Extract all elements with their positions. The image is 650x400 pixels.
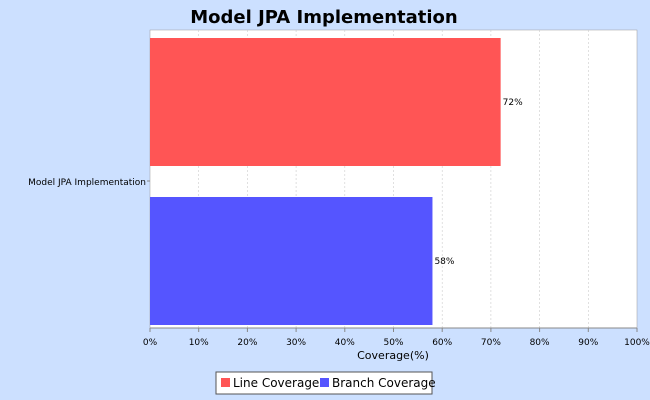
x-tick-label: 0% xyxy=(143,338,158,348)
legend-swatch-branch-coverage xyxy=(320,378,329,387)
x-tick-label: 10% xyxy=(189,338,209,348)
x-tick-label: 60% xyxy=(432,338,452,348)
x-axis-label: Coverage(%) xyxy=(357,349,429,362)
x-tick-label: 90% xyxy=(578,338,598,348)
chart-title: Model JPA Implementation xyxy=(190,7,457,28)
x-tick-label: 80% xyxy=(530,338,550,348)
bars: 72% 58% xyxy=(150,38,523,325)
data-label-line-coverage: 72% xyxy=(503,98,523,108)
x-tick-label: 50% xyxy=(383,338,403,348)
legend-item-branch-coverage: Branch Coverage xyxy=(332,376,436,390)
x-tick-label: 20% xyxy=(237,338,257,348)
x-tick-label: 70% xyxy=(481,338,501,348)
x-tick-label: 30% xyxy=(286,338,306,348)
legend-swatch-line-coverage xyxy=(221,378,230,387)
bar-branch-coverage xyxy=(150,197,433,325)
legend-item-line-coverage: Line Coverage xyxy=(233,376,319,390)
legend: Line Coverage Branch Coverage xyxy=(215,371,436,395)
data-label-branch-coverage: 58% xyxy=(434,257,454,267)
x-tick-label: 40% xyxy=(335,338,355,348)
category-label: Model JPA Implementation xyxy=(28,178,146,188)
x-tick-label: 100% xyxy=(624,338,650,348)
x-axis: 0% 10% 20% 30% 40% 50% 60% 70% 80% 90% 100% xyxy=(143,180,650,348)
bar-line-coverage xyxy=(150,38,501,166)
